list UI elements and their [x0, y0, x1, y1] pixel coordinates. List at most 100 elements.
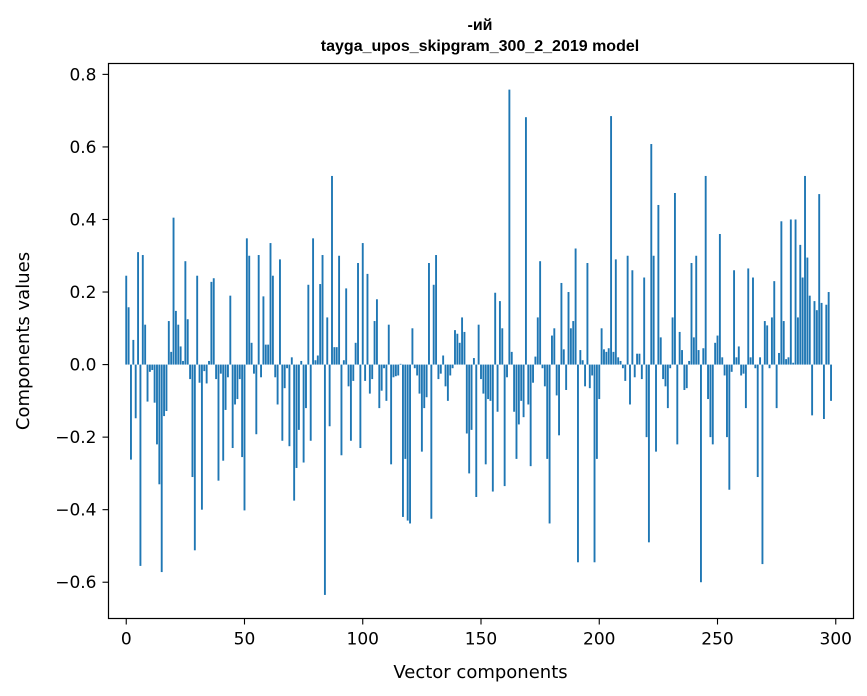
- bar-152: [484, 364, 487, 465]
- bar-221: [647, 364, 650, 543]
- bar-134: [442, 355, 445, 365]
- bar-60: [267, 344, 270, 365]
- bar-205: [610, 116, 613, 365]
- bar-286: [801, 277, 804, 365]
- bar-89: [335, 347, 338, 365]
- bar-90: [338, 255, 341, 365]
- bar-104: [371, 364, 374, 380]
- bar-252: [721, 357, 724, 365]
- bar-12: [153, 364, 156, 403]
- bar-116: [399, 363, 402, 365]
- bar-202: [603, 349, 605, 365]
- bar-219: [643, 277, 646, 365]
- bar-167: [520, 364, 523, 401]
- bar-68: [286, 364, 289, 369]
- bar-92: [342, 360, 345, 365]
- bar-64: [276, 364, 279, 405]
- bar-283: [794, 219, 797, 365]
- x-tick-label-0: 0: [121, 630, 132, 650]
- bar-291: [813, 301, 816, 365]
- bar-142: [461, 317, 464, 365]
- bar-180: [551, 335, 553, 365]
- bar-147: [472, 358, 475, 365]
- bar-226: [659, 337, 662, 365]
- bar-74: [300, 360, 303, 365]
- bar-271: [766, 325, 769, 365]
- bar-262: [744, 364, 747, 409]
- bar-274: [773, 281, 776, 365]
- bar-281: [789, 219, 792, 365]
- bar-146: [470, 364, 473, 430]
- bar-96: [352, 364, 355, 381]
- bar-0: [125, 275, 128, 365]
- bar-288: [806, 257, 809, 365]
- bar-247: [709, 364, 712, 438]
- bar-18: [167, 321, 170, 365]
- bar-213: [629, 364, 631, 405]
- bar-19: [170, 351, 173, 365]
- bar-178: [546, 364, 549, 459]
- bar-196: [588, 364, 591, 389]
- bar-95: [349, 364, 352, 441]
- y-tick-label-4: 0.2: [69, 283, 96, 303]
- bar-228: [664, 364, 667, 387]
- bar-220: [645, 364, 648, 438]
- bar-69: [288, 364, 291, 447]
- bar-279: [785, 359, 788, 365]
- bar-132: [437, 364, 440, 380]
- bar-126: [423, 364, 426, 409]
- bar-171: [529, 364, 532, 467]
- bar-20: [172, 217, 175, 365]
- bar-125: [420, 364, 423, 452]
- bar-246: [707, 364, 709, 400]
- bar-30: [196, 275, 199, 365]
- bar-41: [222, 364, 225, 461]
- bar-123: [416, 364, 419, 376]
- bar-151: [482, 364, 485, 394]
- bar-47: [236, 364, 239, 400]
- bar-183: [558, 364, 560, 436]
- bar-260: [740, 364, 743, 376]
- bar-210: [621, 364, 624, 369]
- bar-227: [662, 364, 665, 380]
- bar-250: [716, 335, 719, 365]
- bar-55: [255, 364, 258, 435]
- bar-35: [208, 360, 210, 365]
- x-tick-label-6: 300: [820, 630, 852, 650]
- bar-267: [756, 364, 759, 478]
- bar-37: [212, 278, 215, 365]
- bar-31: [198, 364, 201, 383]
- bar-17: [165, 364, 168, 412]
- bar-282: [792, 362, 795, 365]
- bar-144: [465, 364, 468, 434]
- bar-170: [527, 364, 530, 405]
- bar-208: [617, 357, 620, 365]
- bar-292: [815, 310, 818, 365]
- bar-119: [406, 364, 409, 521]
- bar-182: [555, 364, 558, 396]
- bar-298: [830, 364, 832, 401]
- bar-110: [385, 364, 388, 401]
- bar-215: [633, 364, 636, 378]
- bar-148: [475, 364, 478, 497]
- bar-157: [496, 364, 499, 412]
- x-axis-ticks: 0 50 100 150 200 250 300: [121, 618, 852, 650]
- bar-232: [673, 193, 676, 365]
- bar-217: [638, 353, 641, 365]
- bar-54: [253, 364, 255, 374]
- bar-275: [775, 364, 778, 409]
- bar-235: [681, 350, 683, 365]
- bar-223: [652, 255, 655, 365]
- bar-97: [354, 342, 357, 365]
- bar-143: [463, 331, 466, 365]
- bar-234: [678, 331, 681, 365]
- bar-240: [692, 337, 695, 365]
- bar-216: [636, 353, 639, 365]
- bar-166: [517, 364, 520, 425]
- bar-268: [759, 357, 762, 365]
- bar-193: [581, 360, 584, 365]
- bar-52: [248, 255, 251, 365]
- bar-257: [733, 270, 736, 365]
- bar-189: [572, 321, 575, 365]
- bar-15: [160, 364, 163, 573]
